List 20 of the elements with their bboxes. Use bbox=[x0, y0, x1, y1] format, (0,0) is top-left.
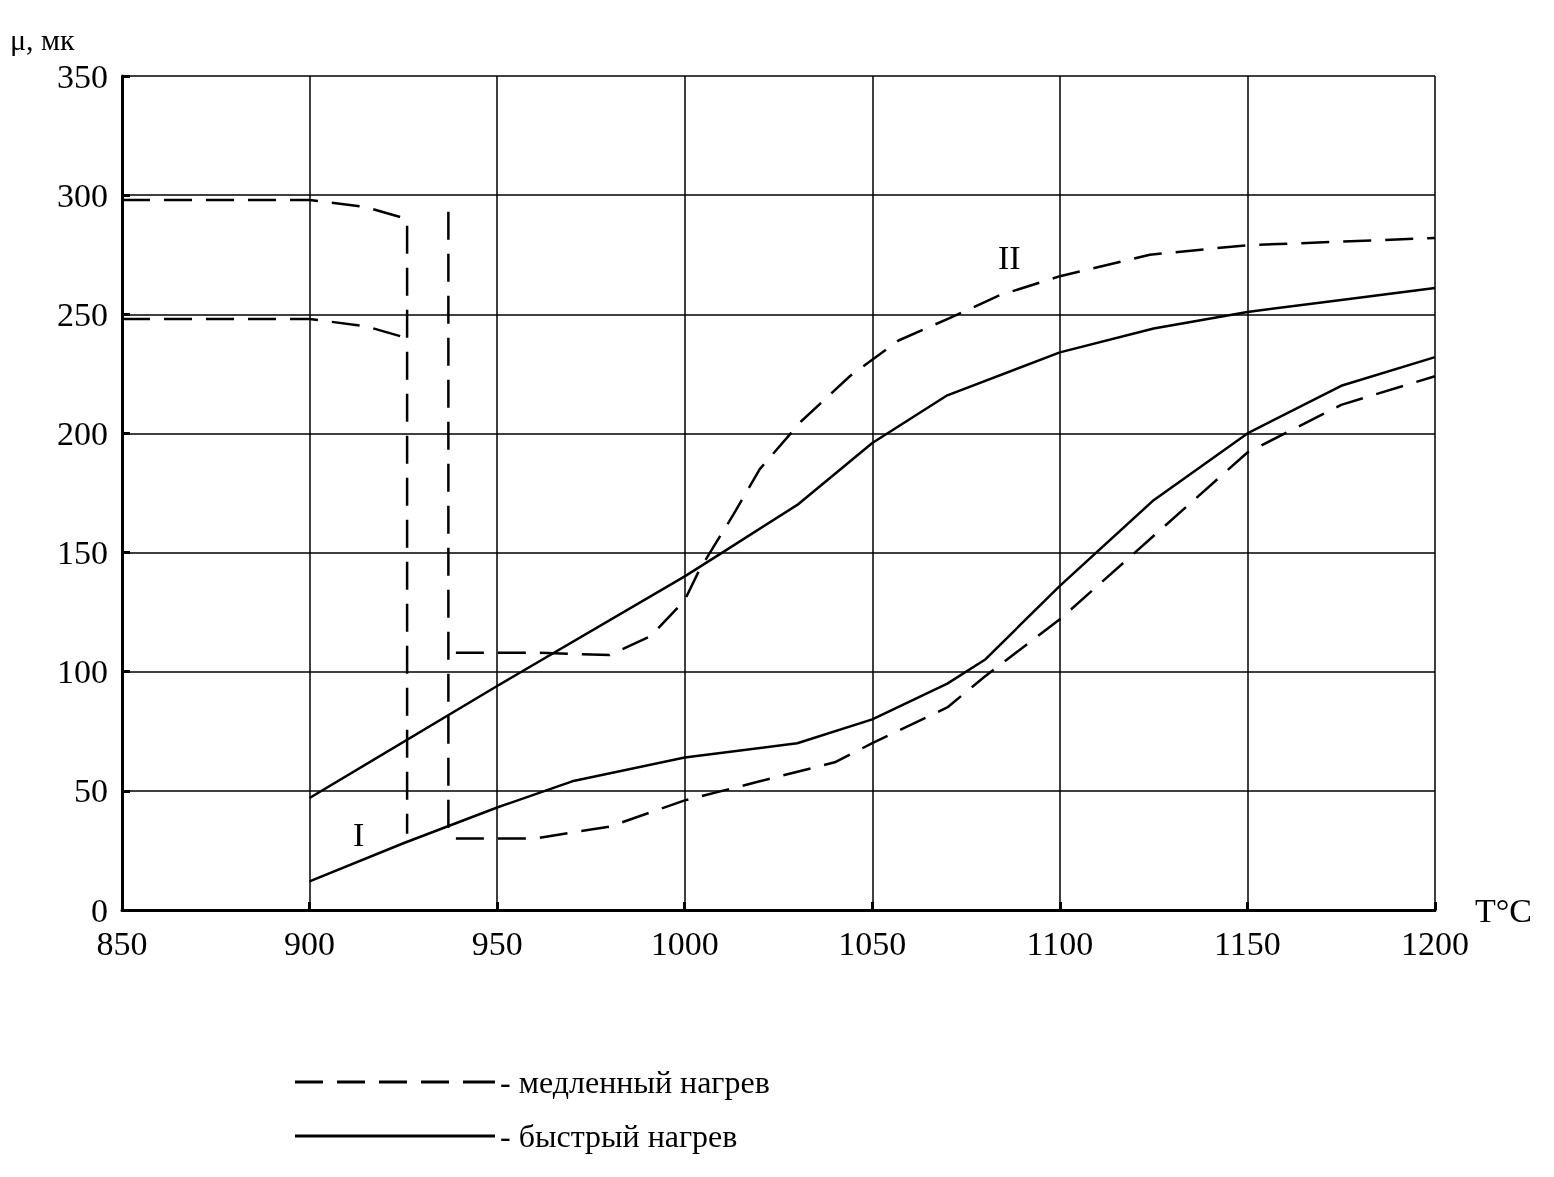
legend-label: - быстрый нагрев bbox=[500, 1118, 738, 1154]
y-tick-label: 100 bbox=[57, 653, 108, 691]
x-tick-label: 900 bbox=[284, 924, 336, 962]
x-tick-label: 1200 bbox=[1401, 924, 1469, 962]
x-tick-label: 1050 bbox=[838, 924, 907, 962]
y-tick-label: 150 bbox=[57, 534, 108, 572]
y-tick-label: 250 bbox=[57, 295, 108, 333]
y-tick-label: 350 bbox=[57, 57, 108, 95]
x-tick-label: 1000 bbox=[650, 924, 719, 962]
x-tick-label: 1100 bbox=[1026, 924, 1094, 962]
annotation: II bbox=[998, 238, 1021, 276]
x-tick-label: 1150 bbox=[1214, 924, 1281, 962]
x-axis-title: T°C bbox=[1474, 891, 1532, 929]
y-tick-label: 50 bbox=[74, 772, 108, 810]
annotation: I bbox=[353, 815, 365, 853]
y-tick-label: 300 bbox=[57, 176, 108, 214]
y-axis-title: μ, мк bbox=[10, 22, 76, 56]
x-tick-label: 950 bbox=[471, 924, 523, 962]
y-tick-label: 200 bbox=[57, 414, 108, 452]
legend-label: - медленный нагрев bbox=[500, 1064, 770, 1100]
